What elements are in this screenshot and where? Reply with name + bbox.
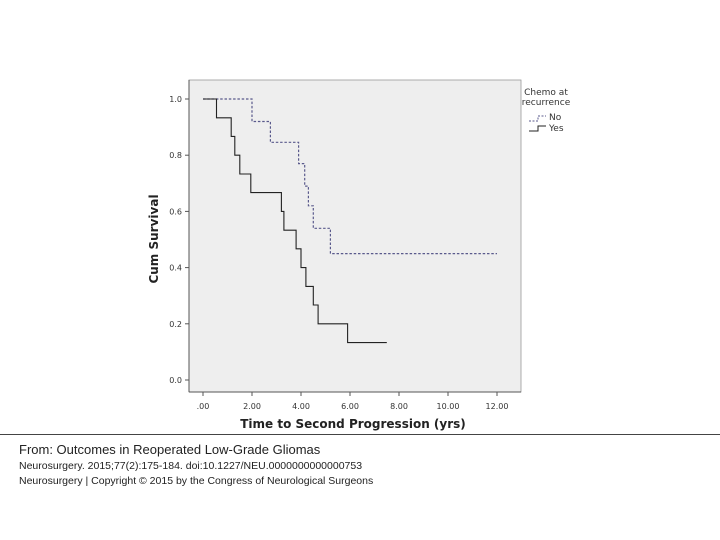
y-tick-label: 0.6 <box>169 207 182 216</box>
x-axis-title: Time to Second Progression (yrs) <box>240 417 466 431</box>
caption-citation: Neurosurgery. 2015;77(2):175-184. doi:10… <box>19 460 363 472</box>
legend-title-line-2: recurrence <box>522 98 571 108</box>
x-tick-label: 6.00 <box>341 402 359 411</box>
series-layer <box>203 98 497 344</box>
legend-label-no: No <box>549 113 562 123</box>
survival-chart: .00 2.00 4.00 6.00 8.00 10.00 12.00 0.0 0.2 0.4 0.… <box>147 79 571 431</box>
legend-title-line-1: Chemo at <box>524 88 568 98</box>
caption-title: From: Outcomes in Reoperated Low-Grade G… <box>19 442 321 457</box>
y-axis-title: Cum Survival <box>147 194 161 283</box>
x-tick-label: 8.00 <box>390 402 408 411</box>
caption-divider <box>0 434 720 435</box>
legend-swatch-no <box>529 115 546 122</box>
y-tick-label: 0.8 <box>169 151 182 160</box>
x-tick-label: 4.00 <box>292 402 310 411</box>
figure-caption: From: Outcomes in Reoperated Low-Grade G… <box>19 441 373 489</box>
series-line-no <box>203 98 497 255</box>
x-tick-label: .00 <box>197 402 210 411</box>
y-tick-label: 0.0 <box>169 376 182 385</box>
plot-area <box>188 79 522 393</box>
x-tick-label: 2.00 <box>243 402 261 411</box>
caption-copyright: Neurosurgery | Copyright © 2015 by the C… <box>19 475 374 487</box>
axis-ticks: .00 2.00 4.00 6.00 8.00 10.00 12.00 0.0 0.2 0.4 0.… <box>169 95 508 411</box>
legend-swatch-yes <box>529 125 546 132</box>
x-tick-label: 12.00 <box>486 402 509 411</box>
chart-svg: .00 2.00 4.00 6.00 8.00 10.00 12.00 0.0 0.2 0.4 0.… <box>147 79 571 431</box>
y-tick-label: 0.4 <box>169 264 182 273</box>
y-tick-label: 1.0 <box>169 95 182 104</box>
series-line-yes <box>203 98 387 344</box>
x-tick-label: 10.00 <box>437 402 460 411</box>
legend: Chemo at recurrence No Yes <box>522 88 571 134</box>
legend-label-yes: Yes <box>548 124 564 134</box>
y-tick-label: 0.2 <box>169 320 182 329</box>
